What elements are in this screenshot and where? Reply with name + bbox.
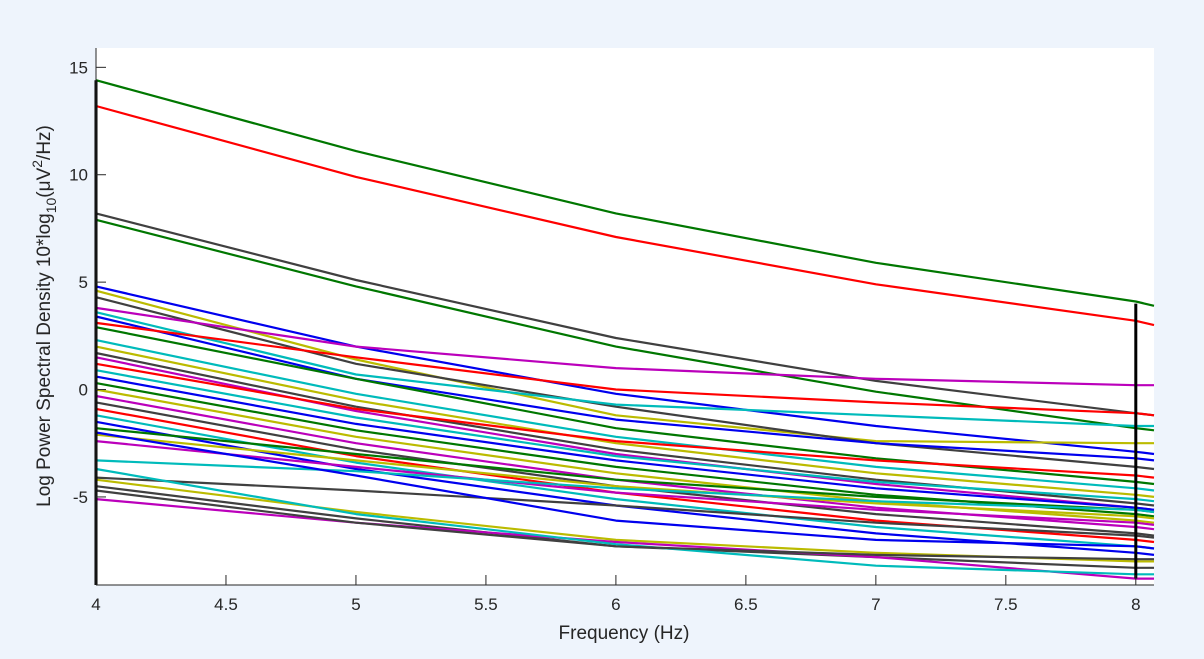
series-line-17 <box>95 362 1155 479</box>
series-line-37 <box>95 489 1154 561</box>
series-line-24 <box>95 407 1155 544</box>
series-line-30 <box>95 476 1155 539</box>
series-line-26 <box>95 420 1155 556</box>
series-line-36 <box>95 467 1154 576</box>
y-tick-label: 15 <box>69 58 88 77</box>
series-line-20 <box>95 382 1155 518</box>
series-line-1 <box>95 79 1155 307</box>
series-line-4 <box>95 218 1155 432</box>
y-ticks: 15 10 5 0 -5 <box>69 58 106 507</box>
y-axis-title: Log Power Spectral Density 10*log10(μV2/… <box>29 125 59 507</box>
y-tick-label: 0 <box>79 381 88 400</box>
series-line-8 <box>95 306 1154 387</box>
y-axis-title-suffix: /Hz) <box>34 125 55 160</box>
x-tick-label: 5 <box>351 595 360 614</box>
x-ticks: 4 4.5 5 5.5 6 6.5 7 7.5 8 <box>91 575 1141 614</box>
series-line-6 <box>95 289 1154 445</box>
x-tick-label: 8 <box>1131 595 1140 614</box>
x-tick-label: 4 <box>91 595 100 614</box>
series-line-10 <box>95 315 1155 462</box>
series-line-19 <box>95 375 1155 511</box>
series-line-18 <box>95 369 1155 503</box>
y-tick-label: -5 <box>73 488 88 507</box>
x-tick-label: 6.5 <box>734 595 758 614</box>
y-axis-title-mid: (μV <box>34 167 55 197</box>
series-line-2 <box>95 104 1155 327</box>
y-axis-title-subscript: 10 <box>43 197 59 213</box>
x-tick-label: 7 <box>871 595 880 614</box>
series-line-9 <box>95 311 1154 428</box>
series-line-15 <box>95 351 1155 507</box>
axes <box>95 48 1154 586</box>
series-line-14 <box>95 345 1155 498</box>
series-line-29 <box>95 440 1155 526</box>
y-axis-title-superscript: 2 <box>29 160 45 168</box>
x-axis-title: Frequency (Hz) <box>559 623 690 644</box>
y-tick-label: 10 <box>69 166 88 185</box>
series-line-12 <box>95 326 1155 486</box>
x-tick-label: 4.5 <box>214 595 238 614</box>
series-layer <box>95 79 1155 580</box>
x-tick-label: 6 <box>611 595 620 614</box>
series-line-32 <box>95 431 1155 550</box>
y-tick-label: 5 <box>79 273 88 292</box>
x-tick-label: 7.5 <box>994 595 1018 614</box>
x-tick-label: 5.5 <box>474 595 498 614</box>
series-line-7 <box>95 296 1155 471</box>
y-axis-title-prefix: Log Power Spectral Density 10*log <box>34 213 55 507</box>
series-line-11 <box>95 321 1155 417</box>
